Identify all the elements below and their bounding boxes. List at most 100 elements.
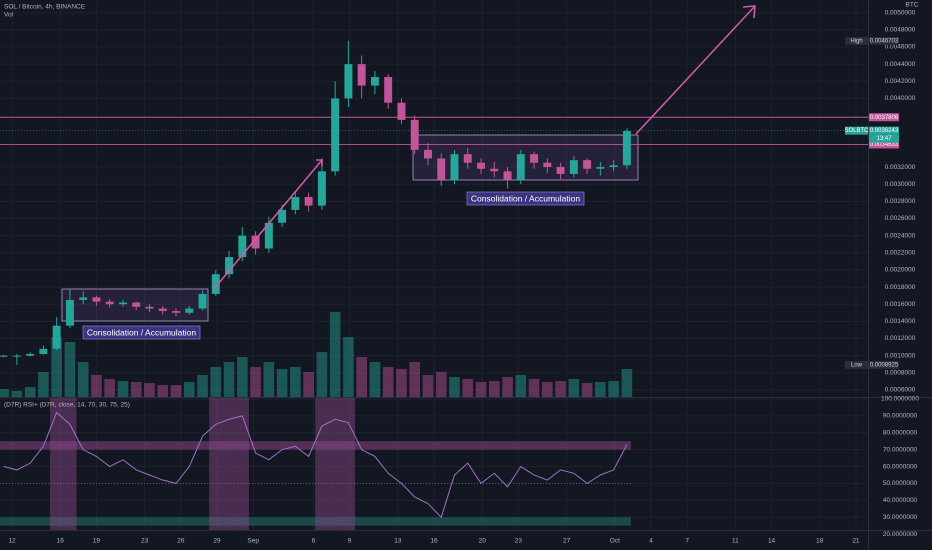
candle-body [211, 274, 220, 294]
candle-body [198, 293, 207, 309]
candle-body [543, 162, 552, 168]
volume-bar [183, 382, 195, 397]
candle-body [158, 308, 167, 312]
candle-body [609, 165, 618, 168]
volume-bar [329, 312, 341, 397]
candle-body [251, 235, 260, 249]
rsi-highlight [341, 398, 356, 530]
candle-body [278, 209, 287, 223]
price-tag-label: High [850, 39, 862, 45]
x-tick-label: 12 [8, 538, 16, 545]
x-tick-label: 13 [394, 538, 402, 545]
trend-arrow [635, 5, 756, 135]
y-tick-label: 0.0042000 [885, 78, 916, 85]
symbol-title: SOL / Bitcoin, 4h, BINANCE [4, 4, 86, 11]
candle-body [569, 160, 578, 174]
level-tag-text: 0.0034633 [870, 142, 899, 148]
candle-body [437, 158, 446, 180]
y-tick-label: 0.0020000 [885, 267, 916, 274]
volume-bar [621, 369, 633, 397]
plot-area [0, 40, 868, 530]
candle-body [503, 171, 512, 180]
candle-body [225, 257, 234, 275]
x-tick-label: 27 [563, 538, 571, 545]
candle-body [26, 353, 35, 356]
rsi-highlight [209, 398, 223, 530]
volume-bar [303, 372, 314, 397]
candle-body [397, 102, 406, 120]
volume-bar [528, 379, 540, 397]
candle-body [304, 197, 313, 206]
x-tick-label: 20 [479, 538, 487, 545]
volume-bar [237, 357, 248, 397]
y-tick-label: 0.0012000 [885, 335, 916, 342]
candle-body [118, 302, 127, 305]
x-tick-label: 14 [768, 538, 776, 545]
volume-bar [316, 352, 328, 397]
volume-bar [568, 379, 580, 397]
volume-bar [581, 383, 593, 397]
y-tick-label: 0.0016000 [885, 301, 916, 308]
x-tick-label: Sep [247, 538, 259, 545]
y-tick-label: 60.0000000 [883, 463, 918, 470]
candle-body [357, 64, 366, 86]
candle-body [596, 167, 605, 169]
candle-body [410, 119, 419, 150]
price-tag-label-bg [845, 126, 868, 135]
candle-body [317, 171, 326, 206]
x-tick-label: 23 [141, 538, 149, 545]
x-tick-label: 16 [57, 538, 65, 545]
volume-bar [104, 379, 116, 397]
y-tick-label: 0.0028000 [885, 198, 916, 205]
volume-bar [197, 375, 208, 397]
volume-bar [170, 385, 182, 397]
volume-bar [396, 369, 407, 397]
level-tag [869, 113, 899, 122]
note-box [466, 191, 585, 206]
candle-body [65, 299, 74, 326]
x-tick-label: 16 [430, 538, 438, 545]
price-tag-label: SOLBTC [844, 128, 869, 134]
x-tick-label: Oct [610, 538, 620, 545]
candle-body [423, 149, 432, 159]
candle-body [92, 297, 101, 302]
volume-bar [343, 337, 354, 397]
candle-body [556, 167, 565, 174]
price-tag-label-bg [845, 36, 868, 45]
volume-bar [488, 381, 500, 397]
x-tick-label: 7 [685, 538, 689, 545]
volume-bar [422, 375, 434, 397]
volume-bar [435, 372, 447, 397]
y-tick-label: 0.0032000 [885, 164, 916, 171]
volume-bar [250, 367, 261, 397]
y-tick-label: 0.0018000 [885, 284, 916, 291]
y-tick-label: 0.0030000 [885, 181, 916, 188]
candle-body [370, 76, 379, 86]
volume-bar [515, 375, 527, 397]
candle-body [622, 131, 631, 166]
volume-bar [77, 362, 89, 397]
rsi-highlight [328, 398, 342, 530]
rsi-highlight [50, 398, 64, 530]
price-tag-text: 0.0008925 [870, 362, 899, 368]
rsi-band [0, 517, 631, 526]
unit-label: BTC [906, 2, 919, 9]
rsi-title: (D7R) RSI+ (D7R, close, 14, 70, 30, 75, … [4, 402, 130, 409]
volume-bar [157, 385, 169, 397]
price-tag-text: 0.0046703 [870, 39, 899, 45]
volume-bar [223, 362, 235, 397]
volume-bar [356, 357, 367, 397]
volume-bar [130, 382, 142, 397]
candle-body [583, 160, 592, 169]
volume-bar [91, 375, 102, 397]
price-tag [869, 36, 899, 45]
annotation: Consolidation / Accumulation [87, 327, 196, 337]
x-tick-label: 9 [348, 538, 352, 545]
x-tick-label: 21 [852, 538, 860, 545]
x-tick-label: 29 [213, 538, 221, 545]
x-tick-label: 18 [816, 538, 824, 545]
volume-bar [542, 382, 553, 397]
x-tick-label: 23 [515, 538, 523, 545]
candle-body [264, 222, 273, 249]
y-tick-label: 0.0046000 [885, 44, 916, 51]
